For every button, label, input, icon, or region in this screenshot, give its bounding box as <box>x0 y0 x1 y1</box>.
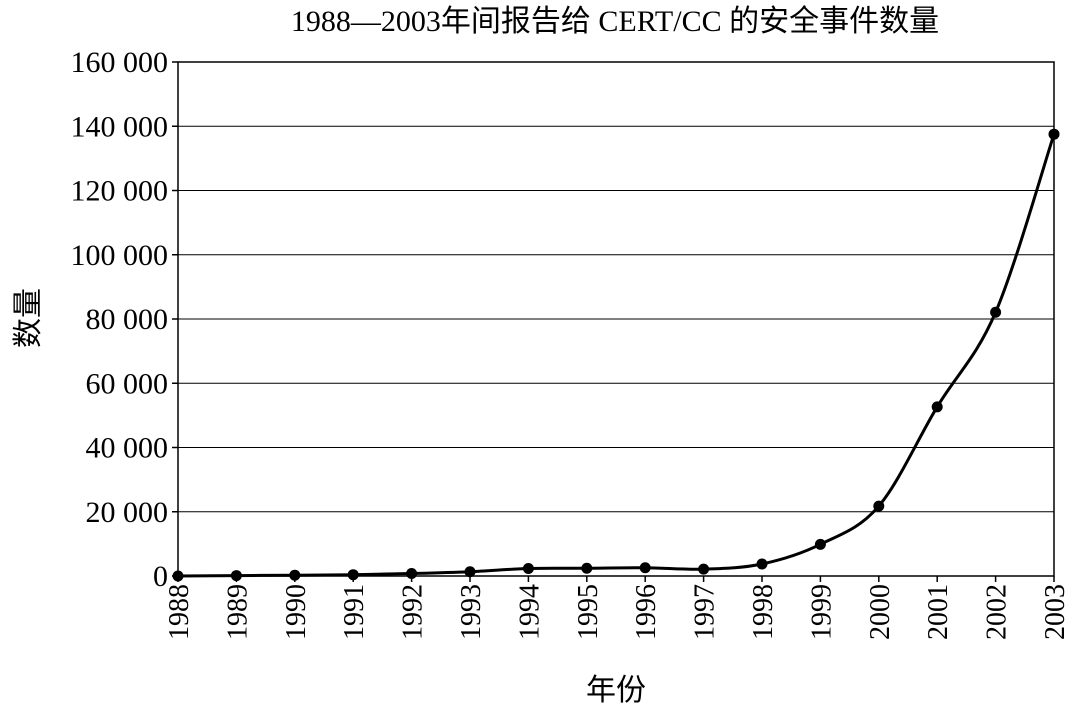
x-tick-label: 2003 <box>1040 584 1071 640</box>
x-tick-label: 1999 <box>806 584 837 640</box>
x-axis-label: 年份 <box>586 674 646 707</box>
data-point <box>581 563 592 574</box>
x-tick-label: 1991 <box>339 584 370 640</box>
data-point <box>523 563 534 574</box>
y-tick-label: 60 000 <box>86 367 169 400</box>
data-point <box>289 570 300 581</box>
data-point <box>757 559 768 570</box>
y-tick-label: 140 000 <box>71 110 169 143</box>
data-point <box>815 539 826 550</box>
y-tick-label: 40 000 <box>86 432 169 465</box>
chart-title: 1988—2003年间报告给 CERT/CC 的安全事件数量 <box>291 5 939 38</box>
data-point <box>640 562 651 573</box>
x-tick-label: 2002 <box>982 584 1013 640</box>
x-tick-label: 1997 <box>690 584 721 640</box>
data-point <box>990 307 1001 318</box>
x-tick-label: 1994 <box>514 584 545 640</box>
data-point <box>348 569 359 580</box>
data-point <box>173 570 184 581</box>
x-tick-label: 1989 <box>222 584 253 640</box>
data-markers <box>173 129 1060 582</box>
y-tick-label: 120 000 <box>71 175 169 208</box>
x-tick-label: 1988 <box>164 584 195 640</box>
x-tick-label: 1998 <box>748 584 779 640</box>
x-tick-label: 1990 <box>281 584 312 640</box>
data-point <box>698 564 709 575</box>
series-line <box>178 134 1054 576</box>
x-tick-label: 2000 <box>865 584 896 640</box>
y-axis-label: 数量 <box>12 288 45 348</box>
x-tick-label: 2001 <box>923 584 954 640</box>
y-tick-label: 20 000 <box>86 496 169 529</box>
data-point <box>873 501 884 512</box>
x-tick-label: 1995 <box>573 584 604 640</box>
data-point <box>231 570 242 581</box>
grid-lines <box>178 126 1054 512</box>
x-tick-label: 1993 <box>456 584 487 640</box>
y-tick-label: 80 000 <box>86 303 169 336</box>
data-point <box>465 566 476 577</box>
y-tick-label: 100 000 <box>71 239 169 272</box>
x-tick-label: 1996 <box>631 584 662 640</box>
y-tick-label: 160 000 <box>71 46 169 79</box>
data-point <box>406 568 417 579</box>
x-tick-label: 1992 <box>398 584 429 640</box>
data-point <box>932 401 943 412</box>
x-axis-ticks: 1988 1989 1990 1991 1992 1993 1994 1995 1996 1997… <box>164 576 1071 640</box>
data-point <box>1049 129 1060 140</box>
